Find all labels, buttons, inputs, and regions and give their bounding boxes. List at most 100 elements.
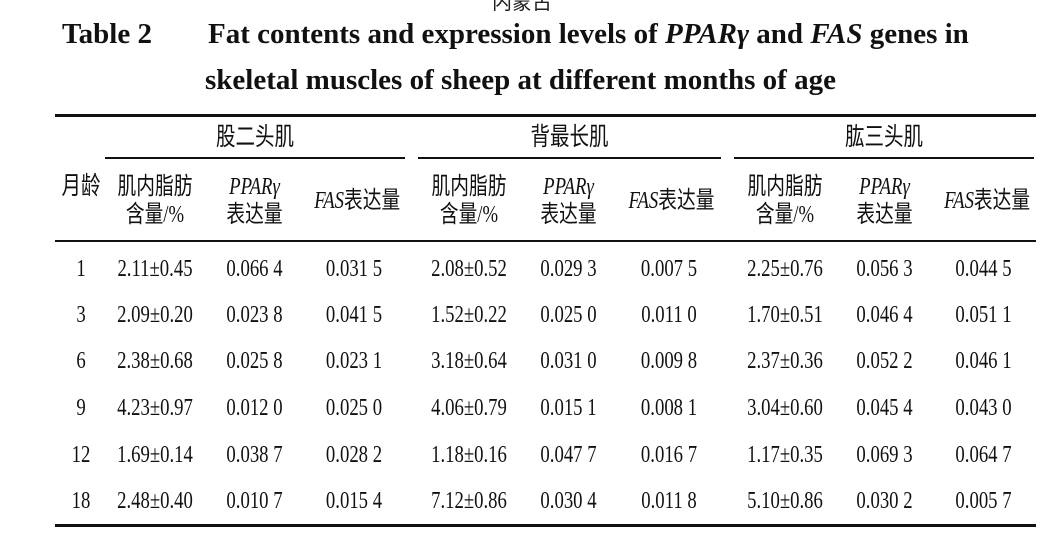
ppar-header-line1: PPARγ [543, 174, 594, 200]
table-cell: 0.038 7 [226, 442, 283, 468]
table-cell: 0.030 4 [540, 488, 597, 514]
fas-expression-header: FAS表达量 [944, 187, 1030, 215]
table-cell: 1.70±0.51 [747, 302, 823, 328]
gene-ppar: PPARγ [665, 18, 750, 50]
ppar-expression-header: PPARγ 表达量 [531, 173, 605, 229]
group-rule-longissimus-dorsi [418, 157, 721, 159]
table-cell: 0.031 5 [325, 256, 383, 282]
table-header-rule [55, 240, 1036, 242]
fas-expression-header: FAS表达量 [628, 187, 714, 215]
table-cell: 3.04±0.60 [747, 395, 823, 421]
group-header: 背最长肌 [530, 124, 609, 151]
table-cell: 1.18±0.16 [431, 442, 507, 468]
table-cell: 0.028 2 [325, 442, 383, 468]
table-cell: 0.012 0 [226, 395, 283, 421]
table-cell: 0.015 4 [325, 488, 383, 514]
page-header-fragment: 内蒙古 [492, 0, 552, 14]
table-cell: 0.023 1 [325, 348, 383, 374]
gene-fas: FAS [810, 18, 863, 50]
age-cell: 3 [76, 302, 86, 328]
table-cell: 0.025 0 [540, 302, 597, 328]
table-cell: 0.044 5 [955, 256, 1012, 282]
table-cell: 0.015 1 [540, 395, 597, 421]
table-cell: 0.043 0 [955, 395, 1012, 421]
table-cell: 0.056 3 [856, 256, 913, 282]
fat-content-header: 肌内脂肪 含量/% [745, 173, 825, 229]
table-cell: 0.011 8 [641, 488, 697, 514]
fat-header-line1: 肌内脂肪 [117, 174, 193, 200]
table-cell: 0.031 0 [540, 348, 597, 374]
fas-header-gene: FAS [944, 188, 974, 214]
table-cell: 4.23±0.97 [117, 395, 193, 421]
table-bottom-rule [55, 524, 1036, 527]
fas-header-gene: FAS [314, 188, 345, 214]
table-cell: 7.12±0.86 [431, 488, 507, 514]
table-cell: 0.069 3 [856, 442, 913, 468]
table-label: Table 2 [62, 18, 152, 50]
table-cell: 0.064 7 [955, 442, 1012, 468]
group-rule-biceps-femoris [105, 157, 405, 159]
ppar-header-line2: 表达量 [540, 202, 597, 228]
table-cell: 0.045 4 [856, 395, 913, 421]
table-cell: 0.008 1 [640, 395, 698, 421]
caption-text-c: genes in [862, 18, 969, 50]
ppar-expression-header: PPARγ 表达量 [847, 173, 921, 229]
table-cell: 5.10±0.86 [747, 488, 823, 514]
age-column-header: 月龄 [61, 173, 101, 200]
age-cell: 18 [71, 488, 91, 514]
table-top-rule [55, 114, 1036, 117]
table-cell: 1.69±0.14 [117, 442, 193, 468]
fat-header-line2: 含量/% [439, 202, 499, 228]
fat-content-header: 肌内脂肪 含量/% [115, 173, 195, 229]
table-cell: 0.029 3 [540, 256, 597, 282]
fas-header-suffix: 表达量 [344, 188, 401, 214]
table-cell: 0.046 4 [856, 302, 913, 328]
age-cell: 1 [76, 256, 86, 282]
table-cell: 0.011 0 [641, 302, 697, 328]
ppar-header-line2: 表达量 [856, 202, 913, 228]
caption-text-b: and [749, 18, 811, 50]
table-cell: 0.046 1 [955, 348, 1012, 374]
fas-header-gene: FAS [628, 188, 659, 214]
table-cell: 0.005 7 [955, 488, 1012, 514]
table-cell: 0.023 8 [226, 302, 283, 328]
ppar-header-line1: PPARγ [229, 174, 280, 200]
table-cell: 0.016 7 [640, 442, 698, 468]
table-cell: 0.025 8 [226, 348, 283, 374]
fas-header-suffix: 表达量 [973, 188, 1031, 214]
age-cell: 6 [76, 348, 86, 374]
age-cell: 12 [71, 442, 91, 468]
group-rule-triceps-brachii [734, 157, 1034, 159]
table-cell: 2.11±0.45 [117, 256, 193, 282]
table-cell: 2.37±0.36 [747, 348, 823, 374]
table-cell: 0.066 4 [226, 256, 283, 282]
table-cell: 0.030 2 [856, 488, 913, 514]
ppar-header-line1: PPARγ [859, 174, 910, 200]
table-cell: 0.047 7 [540, 442, 597, 468]
table-cell: 0.007 5 [640, 256, 698, 282]
table-cell: 2.38±0.68 [117, 348, 193, 374]
table-cell: 2.48±0.40 [117, 488, 193, 514]
ppar-header-line2: 表达量 [226, 202, 283, 228]
fas-expression-header: FAS表达量 [314, 187, 400, 215]
table-cell: 2.25±0.76 [747, 256, 823, 282]
table-cell: 0.009 8 [640, 348, 698, 374]
fat-content-header: 肌内脂肪 含量/% [429, 173, 509, 229]
table-cell: 0.052 2 [856, 348, 913, 374]
caption-line-1: Table 2 Fat contents and expression level… [62, 18, 969, 51]
table-cell: 1.52±0.22 [431, 302, 507, 328]
table-cell: 3.18±0.64 [431, 348, 507, 374]
fat-header-line1: 肌内脂肪 [747, 174, 823, 200]
table-cell: 2.08±0.52 [431, 256, 507, 282]
fas-header-suffix: 表达量 [658, 188, 715, 214]
caption-line-2: skeletal muscles of sheep at different m… [205, 64, 836, 96]
table-cell: 1.17±0.35 [747, 442, 823, 468]
table-cell: 0.051 1 [955, 302, 1012, 328]
age-cell: 9 [76, 395, 86, 421]
table-cell: 0.041 5 [325, 302, 383, 328]
table-cell: 2.09±0.20 [117, 302, 193, 328]
caption-text-a: Fat contents and expression levels of [208, 18, 666, 50]
table-cell: 0.025 0 [325, 395, 383, 421]
table-cell: 4.06±0.79 [431, 395, 507, 421]
ppar-expression-header: PPARγ 表达量 [217, 173, 291, 229]
